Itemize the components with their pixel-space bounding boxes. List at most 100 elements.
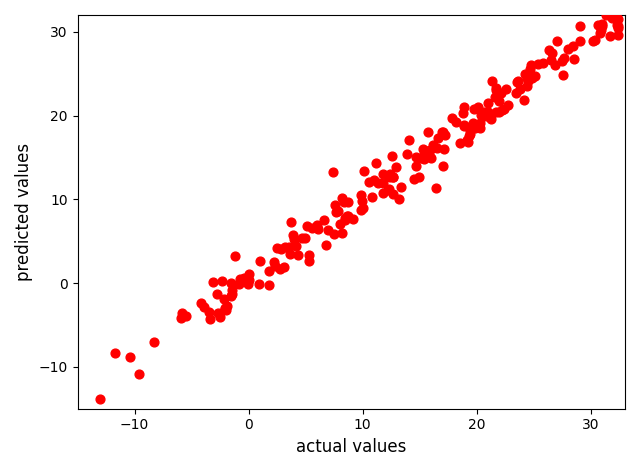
Point bbox=[109, 349, 120, 357]
Point bbox=[520, 70, 531, 78]
Point bbox=[204, 309, 214, 316]
Point bbox=[177, 309, 188, 317]
Point bbox=[420, 147, 431, 154]
Point bbox=[383, 187, 394, 194]
Point bbox=[280, 243, 290, 250]
Point bbox=[419, 155, 429, 162]
Point bbox=[331, 208, 341, 216]
Point bbox=[502, 101, 513, 108]
Point bbox=[433, 134, 443, 141]
Point bbox=[307, 224, 317, 232]
Point bbox=[544, 47, 554, 54]
Point bbox=[552, 38, 563, 45]
Point bbox=[513, 77, 523, 85]
Point bbox=[545, 57, 556, 64]
Point bbox=[423, 129, 433, 136]
Point bbox=[613, 23, 623, 30]
Point bbox=[321, 242, 332, 249]
Point bbox=[403, 150, 413, 157]
Point bbox=[273, 244, 283, 252]
Point bbox=[519, 96, 529, 104]
Point bbox=[312, 221, 322, 229]
Point bbox=[491, 87, 501, 94]
Point bbox=[289, 235, 299, 243]
Point bbox=[512, 78, 522, 86]
Point bbox=[525, 61, 536, 69]
Point bbox=[243, 280, 253, 287]
Point bbox=[226, 279, 236, 286]
Point bbox=[467, 123, 477, 131]
Point bbox=[348, 216, 358, 223]
Point bbox=[491, 84, 501, 92]
Point bbox=[234, 280, 244, 288]
Point bbox=[339, 198, 349, 205]
Point bbox=[595, 26, 605, 34]
Point bbox=[416, 154, 426, 162]
Point bbox=[474, 119, 484, 127]
Point bbox=[291, 242, 301, 250]
Point bbox=[236, 275, 246, 282]
Point bbox=[465, 130, 476, 138]
Point bbox=[285, 218, 296, 225]
Point bbox=[501, 85, 511, 92]
Point bbox=[458, 109, 468, 117]
Point bbox=[342, 212, 353, 220]
Point bbox=[328, 231, 339, 238]
Point bbox=[364, 178, 374, 186]
Point bbox=[254, 280, 264, 288]
Point bbox=[425, 146, 435, 154]
Point bbox=[563, 46, 573, 53]
Point bbox=[333, 207, 343, 214]
Point bbox=[323, 226, 333, 234]
Point bbox=[463, 138, 473, 146]
Point bbox=[499, 105, 509, 113]
Point bbox=[438, 129, 448, 136]
Point bbox=[239, 276, 250, 283]
Point bbox=[264, 282, 274, 289]
Point bbox=[196, 299, 206, 306]
Point bbox=[340, 214, 350, 222]
Point bbox=[394, 195, 404, 203]
Point bbox=[458, 121, 468, 129]
Point bbox=[227, 290, 237, 297]
Point bbox=[378, 179, 388, 187]
Point bbox=[275, 266, 285, 273]
Point bbox=[408, 175, 419, 182]
Point bbox=[396, 184, 406, 191]
Point bbox=[387, 153, 397, 160]
Point bbox=[414, 173, 424, 181]
Point bbox=[438, 145, 449, 153]
Point bbox=[494, 97, 504, 105]
Point bbox=[390, 163, 401, 171]
Point bbox=[459, 103, 469, 111]
Point bbox=[522, 82, 532, 90]
Point bbox=[279, 263, 289, 271]
Point bbox=[483, 108, 493, 116]
Point bbox=[221, 307, 231, 314]
Y-axis label: predicted values: predicted values bbox=[15, 143, 33, 281]
Point bbox=[589, 37, 600, 44]
Point bbox=[227, 286, 237, 293]
Point bbox=[357, 197, 367, 205]
Point bbox=[319, 216, 330, 224]
Point bbox=[387, 190, 397, 197]
Point bbox=[176, 315, 186, 322]
Point bbox=[497, 106, 508, 114]
Point bbox=[613, 32, 623, 39]
Point bbox=[431, 184, 442, 191]
Point bbox=[525, 65, 536, 73]
Point bbox=[473, 103, 483, 111]
Point bbox=[285, 250, 295, 258]
Point bbox=[530, 73, 540, 80]
Point bbox=[217, 277, 227, 285]
Point bbox=[605, 32, 615, 40]
Point bbox=[220, 304, 230, 311]
Point bbox=[593, 21, 603, 29]
Point bbox=[475, 125, 485, 132]
Point bbox=[337, 195, 347, 202]
Point bbox=[495, 89, 506, 97]
Point bbox=[588, 38, 598, 45]
Point bbox=[199, 303, 209, 311]
Point bbox=[239, 274, 249, 282]
Point bbox=[340, 216, 350, 224]
